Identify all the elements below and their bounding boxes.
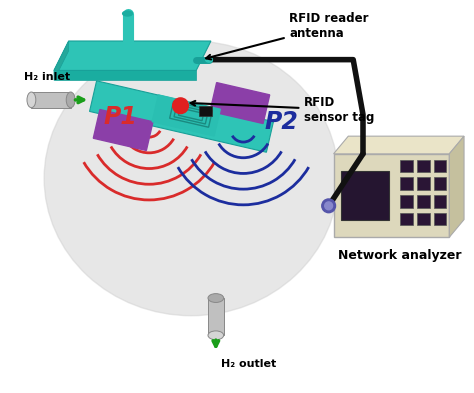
Bar (434, 160, 447, 173)
Text: RFID reader
antenna: RFID reader antenna (206, 12, 369, 59)
Ellipse shape (66, 92, 75, 108)
Bar (31, 92, 71, 108)
Bar (400, 195, 413, 208)
Circle shape (322, 199, 336, 213)
Ellipse shape (208, 331, 224, 340)
Polygon shape (210, 83, 270, 123)
Polygon shape (93, 110, 153, 151)
Text: H₂ outlet: H₂ outlet (221, 359, 276, 369)
Bar (417, 160, 430, 173)
Ellipse shape (208, 294, 224, 303)
Bar (334, 154, 449, 237)
Bar (434, 177, 447, 190)
Bar (417, 213, 430, 226)
Bar (400, 213, 413, 226)
Polygon shape (54, 70, 196, 80)
Text: P1: P1 (103, 105, 137, 129)
Ellipse shape (27, 92, 36, 108)
Bar (434, 195, 447, 208)
Text: RFID
sensor tag: RFID sensor tag (191, 95, 374, 124)
Polygon shape (152, 95, 220, 136)
Text: Network analyzer: Network analyzer (337, 249, 461, 262)
Bar (417, 195, 430, 208)
Polygon shape (449, 136, 464, 237)
Bar (400, 160, 413, 173)
Ellipse shape (206, 57, 212, 62)
Circle shape (173, 98, 188, 114)
Ellipse shape (123, 11, 132, 16)
Polygon shape (54, 41, 69, 80)
Bar (208, 298, 224, 335)
Circle shape (325, 202, 333, 210)
Bar (400, 177, 413, 190)
Polygon shape (90, 81, 273, 152)
Bar (417, 177, 430, 190)
Ellipse shape (44, 41, 338, 316)
Bar (434, 213, 447, 226)
Polygon shape (54, 41, 211, 70)
Text: P2: P2 (265, 110, 299, 134)
Bar (341, 171, 389, 220)
Bar (199, 106, 212, 116)
Polygon shape (334, 136, 464, 154)
Text: H₂ inlet: H₂ inlet (24, 72, 70, 82)
